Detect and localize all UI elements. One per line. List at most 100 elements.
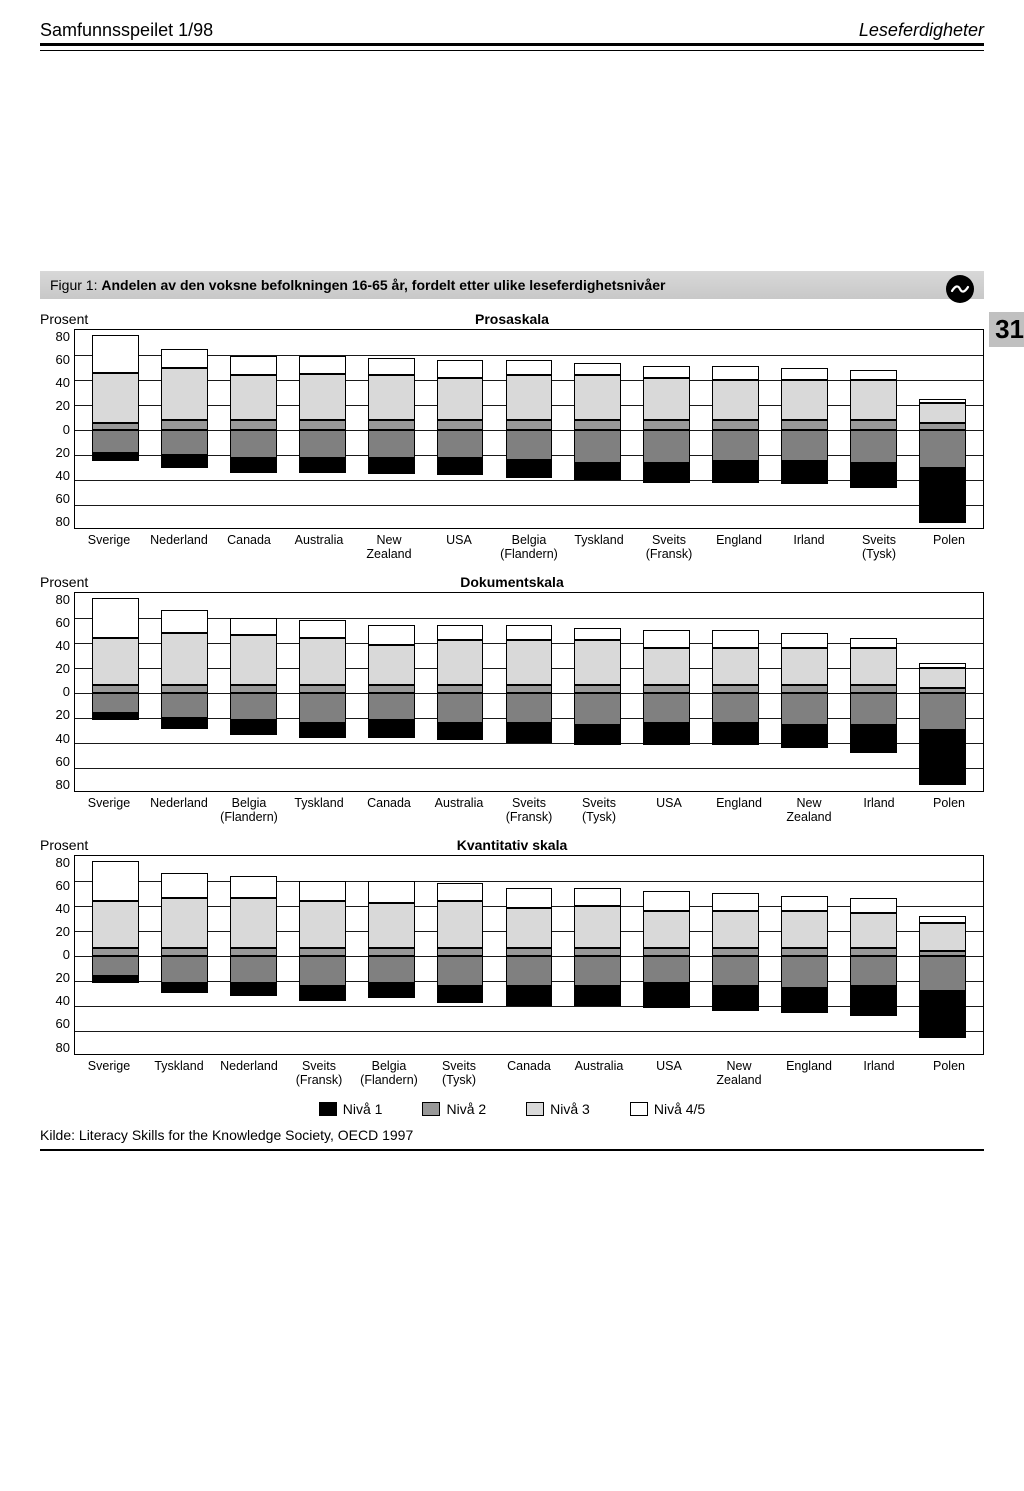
bars-wrap: [75, 856, 983, 1054]
x-labels: SverigeNederlandCanadaAustraliaNewZealan…: [74, 533, 984, 562]
seg-n4: [506, 888, 553, 908]
bar-column: [701, 856, 770, 1054]
x-label: NewZealand: [704, 1059, 774, 1088]
bars-wrap: [75, 330, 983, 528]
seg-n2u: [230, 685, 277, 693]
seg-n2u: [299, 948, 346, 956]
seg-n1: [919, 991, 966, 1039]
y-tick-label: 80: [40, 855, 70, 870]
figure-title: Andelen av den voksne befolkningen 16-65…: [101, 277, 665, 293]
seg-n3: [919, 923, 966, 951]
y-tick-label: 20: [40, 398, 70, 413]
seg-n4: [506, 360, 553, 375]
y-tick-label: 0: [40, 684, 70, 699]
charts-container: ProsaskalaProsent80604020020406080Sverig…: [40, 311, 984, 1087]
seg-n4: [643, 891, 690, 911]
seg-n2l: [230, 430, 277, 458]
legend-swatch: [422, 1102, 440, 1116]
seg-n3: [368, 375, 415, 420]
bar-column: [839, 593, 908, 791]
seg-n4: [92, 861, 139, 901]
seg-n2l: [781, 956, 828, 989]
y-tick-label: 60: [40, 1016, 70, 1031]
seg-n3: [437, 378, 484, 421]
seg-n4: [712, 630, 759, 648]
seg-n2l: [299, 956, 346, 986]
seg-n2l: [161, 693, 208, 718]
bar-stack: [919, 593, 966, 791]
bar-stack: [850, 330, 897, 528]
seg-n1: [781, 988, 828, 1013]
seg-n3: [437, 640, 484, 685]
x-label: Sveits(Fransk): [284, 1059, 354, 1088]
bar-column: [219, 330, 288, 528]
bar-stack: [299, 593, 346, 791]
x-label: England: [774, 1059, 844, 1088]
seg-n2l: [850, 693, 897, 726]
seg-n4: [781, 368, 828, 381]
seg-n2u: [643, 685, 690, 693]
x-label: Tyskland: [564, 533, 634, 562]
bar-column: [770, 856, 839, 1054]
y-tick-label: 20: [40, 924, 70, 939]
seg-n4: [643, 630, 690, 648]
bar-stack: [643, 593, 690, 791]
bar-stack: [230, 593, 277, 791]
bar-column: [563, 330, 632, 528]
plot-area: [74, 329, 984, 529]
x-label: Sveits(Tysk): [424, 1059, 494, 1088]
y-tick-label: 20: [40, 970, 70, 985]
legend-item: Nivå 2: [422, 1101, 486, 1117]
chart-block: DokumentskalaProsent80604020020406080Sve…: [40, 574, 984, 825]
seg-n1: [92, 453, 139, 462]
seg-n2u: [574, 685, 621, 693]
seg-n4: [230, 876, 277, 899]
bar-column: [495, 593, 564, 791]
x-label: Sveits(Fransk): [494, 796, 564, 825]
x-label: Nederland: [144, 533, 214, 562]
seg-n3: [919, 668, 966, 688]
seg-n4: [919, 916, 966, 924]
seg-n2u: [368, 685, 415, 693]
seg-n2u: [781, 948, 828, 956]
x-label: Irland: [844, 796, 914, 825]
seg-n4: [919, 663, 966, 668]
y-tick-label: 0: [40, 422, 70, 437]
bar-stack: [712, 856, 759, 1054]
y-tick-label: 0: [40, 947, 70, 962]
seg-n2l: [850, 956, 897, 986]
seg-n2l: [781, 693, 828, 726]
seg-n3: [230, 375, 277, 420]
bar-stack: [574, 856, 621, 1054]
bar-stack: [643, 330, 690, 528]
bar-stack: [850, 856, 897, 1054]
bar-column: [908, 856, 977, 1054]
x-label: Belgia(Flandern): [354, 1059, 424, 1088]
seg-n3: [643, 648, 690, 686]
seg-n4: [437, 883, 484, 901]
page-number: 31: [989, 312, 1024, 347]
x-label: USA: [634, 1059, 704, 1088]
seg-n2u: [574, 420, 621, 430]
bar-column: [426, 856, 495, 1054]
y-tick-label: 80: [40, 777, 70, 792]
seg-n4: [506, 625, 553, 640]
x-label: Sveits(Tysk): [844, 533, 914, 562]
seg-n2u: [919, 423, 966, 431]
seg-n1: [506, 723, 553, 743]
seg-n3: [92, 638, 139, 686]
bar-stack: [712, 330, 759, 528]
bar-column: [632, 330, 701, 528]
seg-n4: [919, 399, 966, 403]
seg-n3: [437, 901, 484, 949]
bar-stack: [506, 593, 553, 791]
legend-swatch: [526, 1102, 544, 1116]
seg-n2u: [506, 420, 553, 430]
seg-n2l: [299, 693, 346, 723]
seg-n2l: [368, 693, 415, 721]
seg-n2u: [299, 685, 346, 693]
x-label: Tyskland: [284, 796, 354, 825]
seg-n4: [574, 363, 621, 376]
bar-column: [357, 593, 426, 791]
swoosh-icon: [946, 275, 974, 303]
